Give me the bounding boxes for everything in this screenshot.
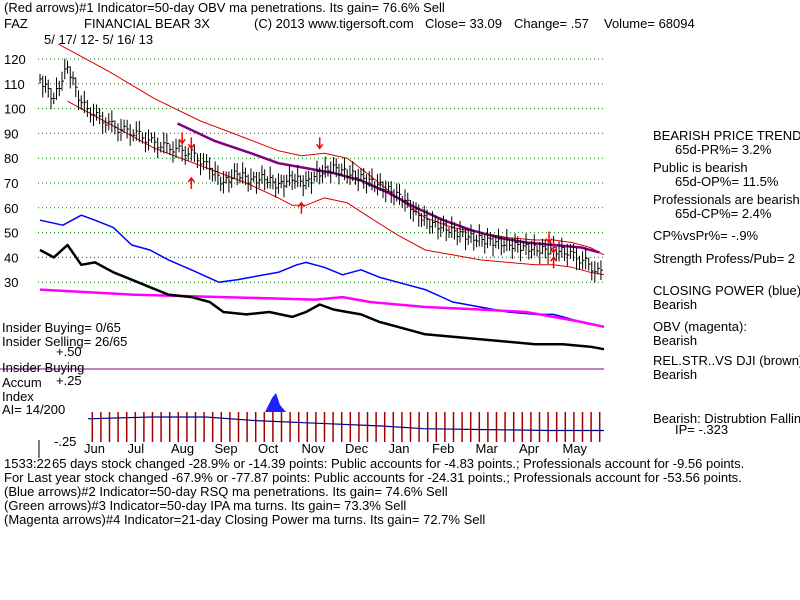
x-tick-jun: Jun (84, 441, 105, 456)
arrow-head (545, 238, 553, 244)
arrow-head (178, 138, 186, 145)
signal-arrows (178, 132, 558, 269)
trend-title: BEARISH PRICE TREND (653, 128, 800, 143)
accum-blue-spike (265, 393, 286, 412)
pro-title: Professionals are bearish (653, 192, 800, 207)
y-tick-30: 30 (4, 275, 18, 290)
month-axis: Jun Jul Aug Sep Oct Nov Dec Jan Feb Mar Apr May (84, 441, 588, 456)
x-tick-apr: Apr (519, 441, 540, 456)
x-tick-mar: Mar (476, 441, 499, 456)
x-tick-may: May (563, 441, 588, 456)
x-tick-nov: Nov (302, 441, 326, 456)
strength: Strength Profess/Pub= 2 (653, 251, 796, 266)
x-tick-jan: Jan (389, 441, 410, 456)
x-tick-oct: Oct (258, 441, 279, 456)
price-axis-ticks: 120 110 100 90 80 70 60 50 40 30 (4, 52, 26, 290)
cp-vs-pr: CP%vsPr%= -.9% (653, 228, 759, 243)
arrow-head (187, 143, 195, 150)
cp-value: 65d-CP%= 2.4% (675, 206, 772, 221)
y-tick-60: 60 (4, 201, 18, 216)
ticker: FAZ (4, 16, 28, 31)
relative-strength-line (39, 243, 605, 351)
arrow-head (549, 256, 558, 262)
pr-value: 65d-PR%= 3.2% (675, 142, 772, 157)
price-bars (39, 58, 603, 283)
x-tick-sep: Sep (215, 441, 238, 456)
volume-value: Volume= 68094 (604, 16, 695, 31)
y-tick-70: 70 (4, 176, 18, 191)
accum-label: Accum (2, 375, 42, 390)
sell-arrow (316, 137, 324, 150)
y-tick-100: 100 (4, 102, 26, 117)
close-value: Close= 33.09 (425, 16, 502, 31)
footer-line-4: (Green arrows)#3 Indicator=50-day IPA ma… (4, 498, 407, 513)
buy-arrow (549, 256, 558, 269)
x-tick-feb: Feb (432, 441, 454, 456)
footer-line-5: (Magenta arrows)#4 Indicator=21-day Clos… (4, 512, 486, 527)
insider-buying: Insider Buying= 0/65 (2, 320, 121, 335)
footer-line-2: For Last year stock changed -67.9% or -7… (4, 470, 742, 485)
x-tick-dec: Dec (345, 441, 369, 456)
index-label: Index (2, 389, 34, 404)
insider-buying-line-label: Insider Buying (2, 360, 85, 375)
y-tick-80: 80 (4, 151, 18, 166)
obv-line (39, 288, 605, 329)
obv-label: OBV (magenta): (653, 319, 747, 334)
copyright: (C) 2013 www.tigersoft.com (254, 16, 414, 31)
x-tick-jul: Jul (128, 441, 145, 456)
footer-line-1: 65 days stock changed -28.9% or -14.39 p… (52, 456, 745, 471)
sell-arrow (545, 231, 553, 244)
accum-plus50: +.50 (56, 344, 82, 359)
footer-line-1-prefix: 1533:22 (4, 456, 51, 471)
buy-arrow (187, 176, 195, 189)
fund-name: FINANCIAL BEAR 3X (84, 16, 210, 31)
buy-arrow (297, 201, 305, 214)
price-indicator-lines (39, 43, 605, 351)
y-tick-50: 50 (4, 226, 18, 241)
y-tick-120: 120 (4, 52, 26, 67)
closing-power-line (39, 214, 605, 328)
y-tick-90: 90 (4, 126, 18, 141)
change-value: Change= .57 (514, 16, 589, 31)
ip-value: IP= -.323 (675, 422, 729, 437)
arrow-head (297, 201, 305, 208)
distribution: Bearish: Distrubtion Falling (653, 411, 800, 426)
accum-index-line (87, 416, 604, 432)
arrow-head (316, 143, 324, 150)
indicator-line: (Red arrows)#1 Indicator=50-day OBV ma p… (4, 0, 445, 15)
sell-arrow (187, 137, 195, 150)
footer-line-3: (Blue arrows)#2 Indicator=50-day RSQ ma … (4, 484, 448, 499)
obv-value: Bearish (653, 333, 698, 348)
closing-power-value: Bearish (653, 297, 698, 312)
accum-index-panel (87, 393, 604, 442)
relstr-value: Bearish (653, 367, 698, 382)
upper-band-line (58, 43, 605, 256)
ai-value: AI= 14/200 (2, 402, 66, 417)
y-tick-40: 40 (4, 250, 18, 265)
date-range: 5/ 17/ 12- 5/ 16/ 13 (44, 32, 154, 47)
accum-plus25: +.25 (56, 373, 82, 388)
arrow-head (549, 248, 558, 254)
sell-arrow (549, 241, 558, 254)
x-tick-aug: Aug (171, 441, 194, 456)
relstr-label: REL.STR..VS DJI (brown) (653, 353, 800, 368)
accum-minus25: -.25 (54, 434, 77, 449)
public-title: Public is bearish (653, 160, 748, 175)
arrow-head (187, 176, 195, 183)
op-value: 65d-OP%= 11.5% (675, 174, 779, 189)
closing-power-label: CLOSING POWER (blue): (653, 283, 800, 298)
insider-selling: Insider Selling= 26/65 (2, 334, 128, 349)
sell-arrow (178, 132, 186, 145)
y-tick-110: 110 (4, 77, 25, 92)
